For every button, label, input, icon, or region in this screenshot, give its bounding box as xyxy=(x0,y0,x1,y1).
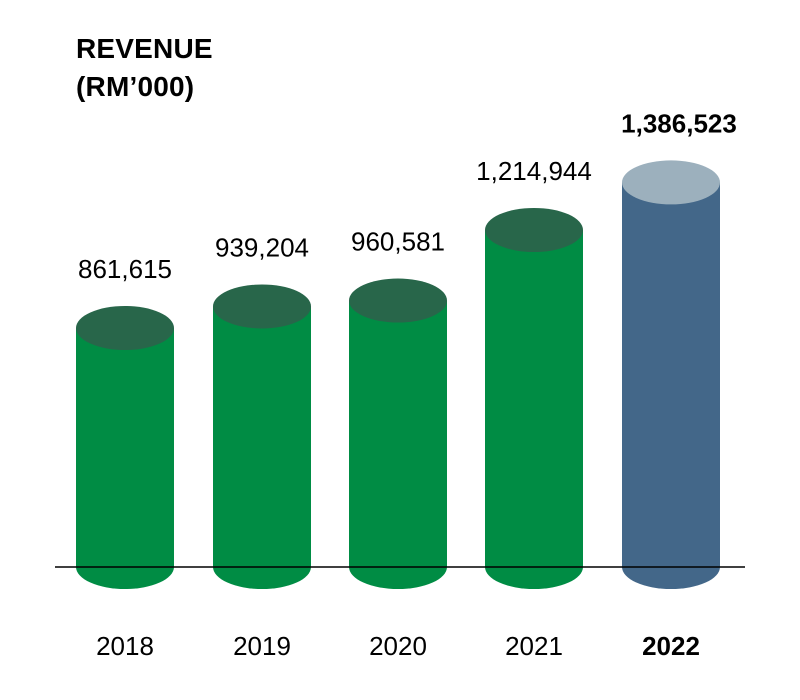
bar-body xyxy=(485,229,583,589)
category-label: 2020 xyxy=(369,631,427,661)
bars-layer xyxy=(76,160,720,589)
chart-title-line2: (RM’000) xyxy=(76,71,195,102)
bar-body xyxy=(76,328,174,589)
category-labels-layer: 2018 2019 2020 2021 2022 xyxy=(96,631,700,661)
bar-body xyxy=(213,306,311,589)
value-label: 861,615 xyxy=(78,254,172,284)
bar-2020 xyxy=(349,278,447,589)
chart-title: REVENUE (RM’000) xyxy=(76,30,213,106)
bar-top xyxy=(622,160,720,205)
bar-2022 xyxy=(622,160,720,589)
category-label: 2018 xyxy=(96,631,154,661)
bar-2018 xyxy=(76,306,174,589)
value-label: 960,581 xyxy=(351,227,445,257)
bar-top xyxy=(349,278,447,323)
value-label: 1,214,944 xyxy=(476,156,592,186)
bar-body xyxy=(622,182,720,589)
bar-body xyxy=(349,300,447,589)
bar-top xyxy=(213,284,311,329)
bar-2019 xyxy=(213,284,311,589)
value-label: 1,386,523 xyxy=(621,108,737,138)
chart-title-line1: REVENUE xyxy=(76,33,213,64)
category-label: 2022 xyxy=(642,631,700,661)
category-label: 2021 xyxy=(505,631,563,661)
category-label: 2019 xyxy=(233,631,291,661)
bar-top xyxy=(76,306,174,350)
bar-top xyxy=(485,207,583,252)
bar-2021 xyxy=(485,207,583,589)
value-labels-layer: 861,615 939,204 960,581 1,214,944 1,386,523 xyxy=(78,108,737,284)
value-label: 939,204 xyxy=(215,232,309,262)
